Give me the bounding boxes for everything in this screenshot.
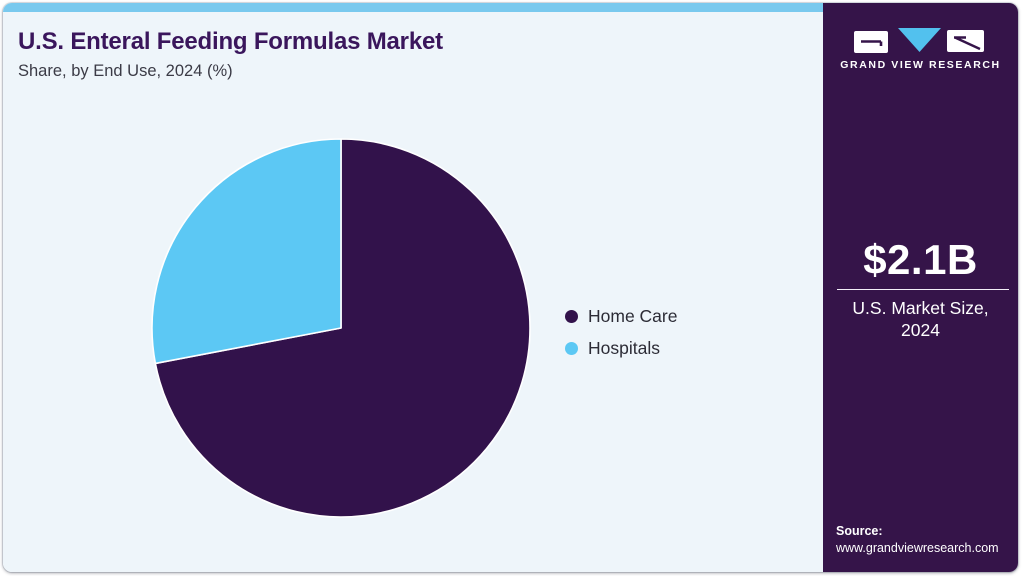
market-size-caption: U.S. Market Size, 2024 [852,298,989,341]
legend-label-home-care: Home Care [588,306,678,326]
pie-slice-hospitals [151,138,342,365]
chart-header: U.S. Enteral Feeding Formulas Market Sha… [3,12,823,81]
source-label: Source: [836,524,883,539]
logo-block: GRAND VIEW RESEARCH [823,28,1018,71]
legend-item-home-care: Home Care [565,306,677,327]
chart-legend: Home Care Hospitals [565,306,677,359]
pie-chart-container [149,136,533,520]
brand-name: GRAND VIEW RESEARCH [840,59,1001,71]
market-size-block: $2.1B U.S. Market Size, 2024 [823,236,1018,342]
source-url: www.grandviewresearch.com [836,541,999,556]
page-subtitle: Share, by End Use, 2024 (%) [18,62,233,80]
gvr-logo-icon [854,28,984,53]
metric-divider [837,289,1009,291]
brand-sidebar: GRAND VIEW RESEARCH $2.1B U.S. Market Si… [823,3,1018,572]
pie-slice-home-care [154,138,531,518]
legend-dot-hospitals [565,342,578,355]
pie-chart [151,138,531,518]
source-block: Source: www.grandviewresearch.com [836,523,999,557]
page-title: U.S. Enteral Feeding Formulas Market [18,28,443,55]
chart-panel: U.S. Enteral Feeding Formulas Market Sha… [3,3,823,572]
infographic-card: U.S. Enteral Feeding Formulas Market Sha… [3,3,1018,572]
market-size-value: $2.1B [863,236,978,283]
top-accent-bar [3,3,823,12]
legend-dot-home-care [565,310,578,323]
legend-label-hospitals: Hospitals [588,338,660,358]
legend-item-hospitals: Hospitals [565,338,677,359]
